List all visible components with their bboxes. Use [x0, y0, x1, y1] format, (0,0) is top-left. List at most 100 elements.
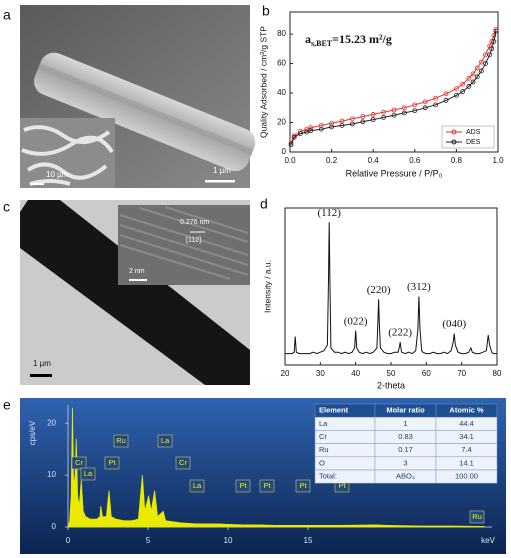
y-tick-label: 0: [282, 147, 287, 156]
x-tick-label: 40: [351, 369, 360, 378]
y-tick-label: 20: [47, 418, 56, 427]
series-marker: [474, 74, 480, 80]
series-marker: [483, 61, 488, 66]
x-tick-label: 80: [493, 369, 502, 378]
series-marker: [491, 39, 497, 44]
table-text: O: [319, 458, 325, 467]
y-axis-label: Intensity / a.u.: [262, 260, 272, 313]
inset-label: [112]: [186, 237, 201, 244]
inset-label: 0.276 nm: [180, 219, 209, 226]
x-tick-label: 0.0: [284, 156, 296, 165]
element-tag: [189, 479, 205, 493]
series-marker: [470, 79, 476, 85]
spectrum: [67, 407, 485, 528]
element-label: La: [161, 436, 170, 445]
x-tick-label: 20: [281, 369, 290, 378]
x-tick-label: 5: [146, 536, 151, 545]
series-marker: [339, 123, 345, 128]
peak-label: (112): [317, 207, 341, 219]
table-cell: [435, 469, 498, 484]
series-marker: [360, 119, 366, 125]
series-marker: [466, 84, 472, 89]
element-label: La: [193, 481, 202, 490]
legend-marker: [451, 139, 457, 145]
element-tag: [175, 456, 191, 470]
series-marker: [304, 129, 310, 135]
table-text: Total:: [319, 472, 337, 481]
y-tick-label: 60: [277, 59, 286, 68]
x-tick-label: 15: [304, 536, 313, 545]
series-marker: [360, 114, 366, 120]
series-marker: [478, 59, 484, 65]
series-marker: [460, 81, 466, 87]
scale-label: 10 µm: [46, 170, 69, 179]
series-marker: [308, 125, 314, 131]
table-text: Cr: [319, 432, 327, 441]
series-marker: [297, 131, 303, 136]
x-tick-label: 1.0: [492, 156, 504, 165]
series-marker: [443, 91, 449, 97]
legend-label: ADS: [466, 129, 481, 136]
table-header: Molar ratio: [386, 406, 425, 415]
table-text: 0.83: [398, 432, 413, 441]
table-text: 0.17: [398, 445, 413, 454]
series-marker: [401, 110, 407, 116]
x-axis-label: keV: [481, 536, 495, 545]
x-tick-label: 70: [457, 369, 466, 378]
series-marker: [478, 68, 484, 74]
element-tag: [259, 479, 275, 493]
series-marker: [493, 28, 499, 34]
panel-label: a: [3, 7, 11, 23]
x-tick-label: 50: [387, 369, 396, 378]
y-axis-label: Quality Adsorbed / cm³/g STP: [258, 26, 268, 138]
y-axis-label: cps/eV: [28, 420, 37, 445]
element-tag: [157, 434, 173, 448]
table-text: La: [319, 419, 328, 428]
series-marker: [412, 108, 418, 114]
table-text: 44.4: [459, 419, 474, 428]
series-marker: [349, 116, 355, 122]
scale-label: 1 µm: [213, 166, 231, 175]
element-label: Pt: [108, 458, 116, 467]
sem-image: [20, 5, 256, 188]
element-tag: [104, 456, 120, 470]
x-axis-label: Relative Pressure / P/P₀: [346, 168, 443, 178]
series-marker: [474, 65, 480, 71]
tem-image: [20, 200, 250, 385]
y-tick-label: 80: [277, 29, 286, 38]
pattern-line: [285, 222, 497, 355]
peak-label: (222): [388, 327, 412, 339]
element-label: Cr: [179, 458, 187, 467]
peak-label: (022): [344, 315, 368, 327]
series-marker: [401, 105, 407, 111]
y-tick-label: 20: [277, 118, 286, 127]
series-marker: [460, 89, 466, 94]
element-tag: [295, 479, 311, 493]
peak-label: (312): [407, 281, 431, 293]
peak-label: (220): [367, 284, 391, 296]
series-marker: [288, 140, 294, 146]
table-text: 14.1: [459, 458, 474, 467]
series-marker: [370, 117, 376, 122]
series-marker: [466, 75, 472, 81]
annotation: as,BET=15.23 m²/g: [305, 32, 392, 49]
plot-frame: [284, 207, 498, 366]
element-tag: [113, 434, 129, 448]
series-marker: [339, 118, 345, 124]
series-marker: [489, 46, 495, 52]
element-tag: [469, 510, 485, 524]
series-marker: [291, 134, 297, 140]
y-tick-label: 40: [277, 88, 286, 97]
scale-label: 1 µm: [33, 359, 51, 368]
panel-label: b: [262, 3, 270, 19]
series-marker: [391, 107, 397, 113]
series-marker: [381, 109, 387, 115]
series-marker: [470, 71, 476, 77]
x-tick-label: 0.4: [368, 156, 380, 165]
series-marker: [329, 124, 335, 130]
element-label: Pt: [338, 481, 346, 490]
series-marker: [433, 95, 439, 101]
table-text: 3: [403, 458, 407, 467]
